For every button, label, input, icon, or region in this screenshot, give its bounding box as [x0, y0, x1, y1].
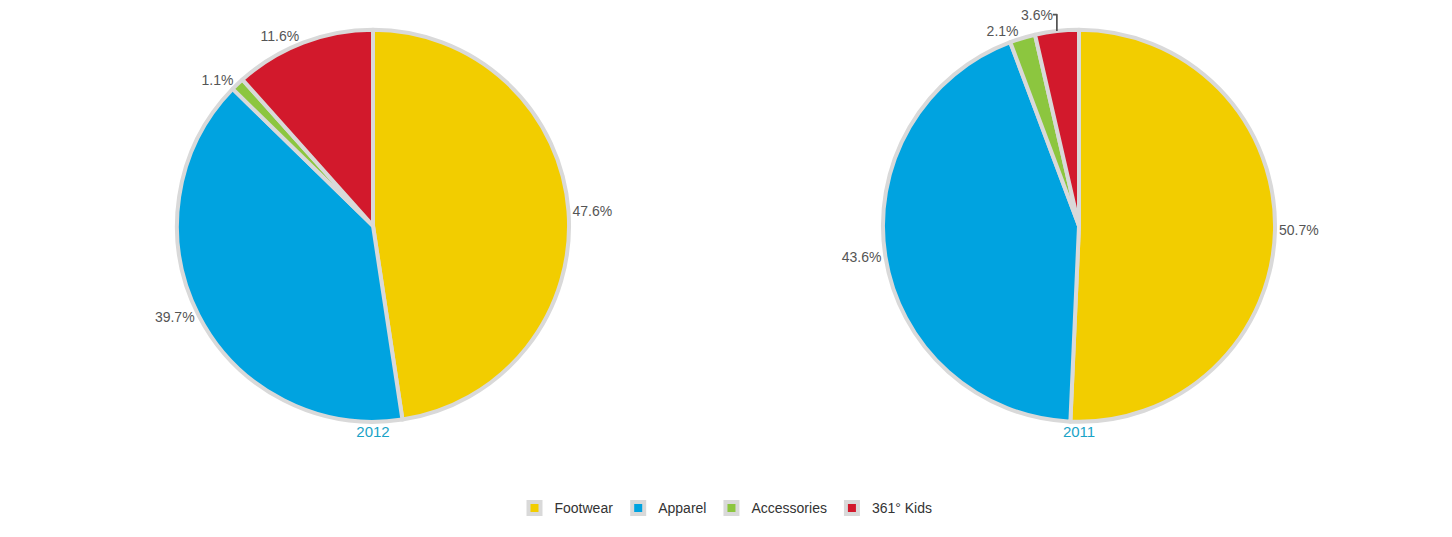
svg-text:361° Kids: 361° Kids: [872, 500, 932, 516]
svg-text:Apparel: Apparel: [658, 500, 706, 516]
svg-text:2012: 2012: [356, 423, 389, 440]
svg-text:Accessories: Accessories: [751, 500, 826, 516]
svg-text:43.6%: 43.6%: [842, 249, 882, 265]
svg-text:2011: 2011: [1063, 423, 1095, 440]
svg-text:1.1%: 1.1%: [202, 72, 234, 88]
svg-text:47.6%: 47.6%: [572, 203, 612, 219]
svg-text:Footwear: Footwear: [555, 500, 614, 516]
svg-text:2.1%: 2.1%: [987, 23, 1019, 39]
svg-text:50.7%: 50.7%: [1279, 222, 1319, 238]
svg-text:11.6%: 11.6%: [260, 28, 299, 44]
svg-text:39.7%: 39.7%: [155, 309, 195, 325]
svg-text:3.6%: 3.6%: [1021, 7, 1053, 23]
